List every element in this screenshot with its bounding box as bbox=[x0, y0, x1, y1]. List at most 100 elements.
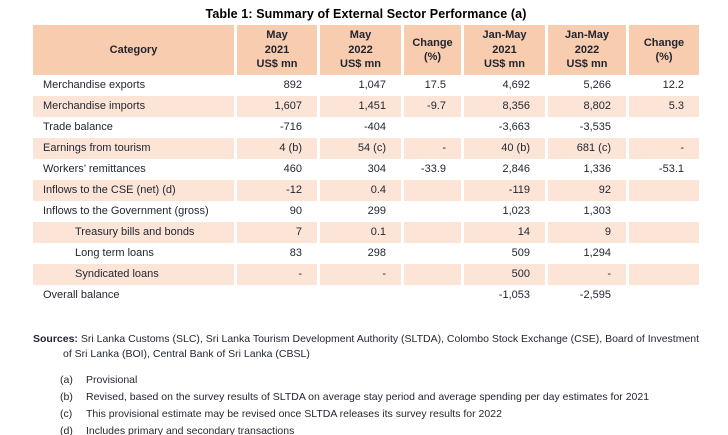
value-cell: 90 bbox=[289, 205, 302, 217]
value-cell: 4 (b) bbox=[237, 138, 317, 159]
page: Table 1: Summary of External Sector Perf… bbox=[0, 7, 728, 435]
category-cell: Treasury bills and bonds bbox=[33, 222, 234, 243]
value-cell: -119 bbox=[464, 180, 545, 201]
table-row: Workers’ remittances 460 304 -33.9 2,846 1,33… bbox=[33, 159, 699, 180]
note-text: Revised, based on the survey results of … bbox=[86, 391, 650, 403]
table-row: Syndicated loans - -500- bbox=[33, 264, 699, 285]
value-cell: 7 bbox=[237, 222, 317, 243]
note-label: (b) bbox=[60, 391, 73, 403]
value-cell: 298 bbox=[367, 247, 386, 259]
value-cell bbox=[237, 285, 317, 306]
header-cell-change-cumulative: Change (%) bbox=[629, 25, 699, 75]
value-cell: 0.1 bbox=[320, 222, 401, 243]
value-cell: 0.4 bbox=[320, 180, 401, 201]
value-cell: 299 bbox=[367, 205, 386, 217]
value-cell: 4,692 bbox=[502, 79, 530, 91]
value-cell bbox=[629, 264, 699, 285]
value-cell: - bbox=[237, 264, 317, 285]
value-cell: 40 (b) bbox=[464, 138, 545, 159]
value-cell bbox=[404, 243, 461, 264]
value-cell bbox=[404, 285, 461, 306]
value-cell: -716 bbox=[279, 121, 302, 133]
value-cell: 9 bbox=[548, 222, 626, 243]
sources-text: Sri Lanka Customs (SLC), Sri Lanka Touri… bbox=[63, 333, 700, 360]
value-cell bbox=[629, 285, 699, 306]
value-cell: - bbox=[629, 138, 699, 159]
table-row: Overall balance -1,053 -2,595 bbox=[33, 285, 699, 306]
value-cell: 1,451 bbox=[320, 96, 401, 117]
table-row: Merchandise imports 1,607 1,451 -9.7 8,356 8,… bbox=[33, 96, 699, 117]
category-cell: Earnings from tourism bbox=[33, 138, 234, 159]
value-cell bbox=[404, 222, 461, 243]
header-cell-may-2021: May 2021 US$ mn bbox=[237, 25, 317, 75]
notes-list: (a) Provisional (b) Revised, based on the s… bbox=[60, 372, 728, 435]
value-cell: 1,336 bbox=[583, 163, 611, 175]
note-text: This provisional estimate may be revised… bbox=[86, 408, 502, 420]
value-cell: -3,535 bbox=[579, 121, 611, 133]
note-item: (d) Includes primary and secondary transa… bbox=[60, 423, 728, 435]
value-cell: 83 bbox=[289, 247, 302, 259]
value-cell: -404 bbox=[363, 121, 386, 133]
value-cell bbox=[629, 180, 699, 201]
value-cell bbox=[629, 222, 699, 243]
value-cell: 8,802 bbox=[548, 96, 626, 117]
table-row: Inflows to the Government (gross) 90 299 1,… bbox=[33, 201, 699, 222]
value-cell: 892 bbox=[283, 79, 302, 91]
value-cell: 17.5 bbox=[424, 79, 446, 91]
category-cell: Merchandise imports bbox=[33, 96, 234, 117]
value-cell bbox=[404, 117, 461, 138]
value-cell: - bbox=[548, 264, 626, 285]
header-cell-category: Category bbox=[33, 25, 234, 75]
value-cell: -12 bbox=[237, 180, 317, 201]
value-cell bbox=[404, 180, 461, 201]
value-cell: 12.2 bbox=[662, 79, 684, 91]
value-cell: 2,846 bbox=[502, 163, 530, 175]
value-cell: -2,595 bbox=[579, 289, 611, 301]
header-cell-janmay-2021: Jan-May 2021 US$ mn bbox=[464, 25, 545, 75]
value-cell: -9.7 bbox=[404, 96, 461, 117]
category-cell: Overall balance bbox=[43, 289, 120, 301]
value-cell: 5.3 bbox=[629, 96, 699, 117]
note-item: (a) Provisional bbox=[60, 372, 728, 389]
value-cell: 1,294 bbox=[583, 247, 611, 259]
value-cell: -3,663 bbox=[498, 121, 530, 133]
value-cell bbox=[629, 201, 699, 222]
table-row: Earnings from tourism 4 (b) 54 (c) -40 (b) 6… bbox=[33, 138, 699, 159]
value-cell: 500 bbox=[464, 264, 545, 285]
sources: Sources: Sri Lanka Customs (SLC), Sri La… bbox=[33, 332, 702, 361]
value-cell: 1,303 bbox=[583, 205, 611, 217]
page-title: Table 1: Summary of External Sector Perf… bbox=[205, 7, 527, 21]
note-text: Provisional bbox=[86, 374, 138, 386]
category-cell: Inflows to the CSE (net) (d) bbox=[33, 180, 234, 201]
value-cell: 5,266 bbox=[583, 79, 611, 91]
header-cell-may-2022: May 2022 US$ mn bbox=[320, 25, 401, 75]
table-row: Merchandise exports 892 1,047 17.5 4,692 5,26… bbox=[33, 75, 699, 96]
category-cell: Workers’ remittances bbox=[43, 163, 146, 175]
value-cell: 1,047 bbox=[358, 79, 386, 91]
table-row: Inflows to the CSE (net) (d) -12 0.4 -119 92 bbox=[33, 180, 699, 201]
value-cell bbox=[629, 117, 699, 138]
note-label: (a) bbox=[60, 374, 73, 386]
value-cell: 1,023 bbox=[502, 205, 530, 217]
value-cell: - bbox=[404, 138, 461, 159]
category-cell: Merchandise exports bbox=[43, 79, 146, 91]
category-cell: Trade balance bbox=[43, 121, 113, 133]
header-cell-change-monthly: Change (%) bbox=[404, 25, 461, 75]
value-cell: 14 bbox=[464, 222, 545, 243]
value-cell: 681 (c) bbox=[548, 138, 626, 159]
value-cell: -1,053 bbox=[498, 289, 530, 301]
category-cell: Syndicated loans bbox=[33, 264, 234, 285]
table-body: Merchandise exports 892 1,047 17.5 4,692 5,26… bbox=[33, 75, 699, 306]
value-cell: -53.1 bbox=[658, 163, 684, 175]
summary-table: Category May 2021 US$ mn May 2022 US$ mn… bbox=[33, 25, 699, 306]
value-cell bbox=[629, 243, 699, 264]
value-cell bbox=[404, 264, 461, 285]
value-cell: 460 bbox=[283, 163, 302, 175]
note-item: (c) This provisional estimate may be revi… bbox=[60, 406, 728, 423]
category-cell: Inflows to the Government (gross) bbox=[43, 205, 209, 217]
value-cell: -33.9 bbox=[420, 163, 446, 175]
table-row: Long term loans 83 298 509 1,294 bbox=[33, 243, 699, 264]
header-cell-janmay-2022: Jan-May 2022 US$ mn bbox=[548, 25, 626, 75]
table-row: Trade balance -716 -404 -3,663 -3,535 bbox=[33, 117, 699, 138]
value-cell bbox=[320, 285, 401, 306]
